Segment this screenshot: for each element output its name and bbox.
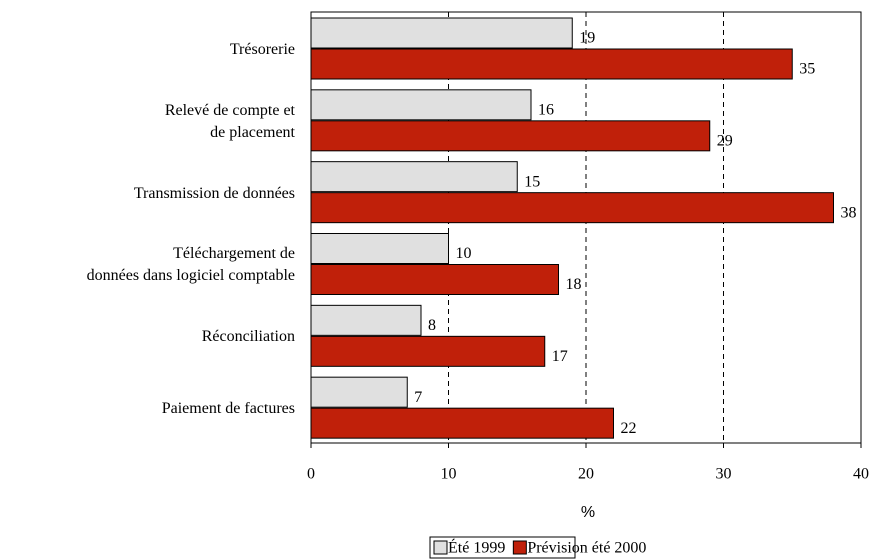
value-label: 38 [841, 204, 857, 221]
legend-swatch [433, 540, 448, 555]
bar [310, 407, 614, 439]
value-label: 29 [717, 133, 733, 150]
value-label: 35 [799, 61, 815, 78]
value-label: 17 [552, 348, 568, 365]
category-label: Trésorerie [229, 40, 295, 58]
bar [310, 233, 449, 264]
x-tick-label: 40 [853, 466, 869, 483]
x-tick-label: 20 [578, 466, 594, 483]
value-label: 15 [524, 173, 540, 190]
bar [310, 120, 711, 152]
legend-label: Prévision été 2000 [527, 540, 646, 557]
legend-swatch [512, 540, 527, 555]
value-label: 19 [579, 30, 595, 47]
bar [310, 376, 408, 408]
category-label: Paiement de factures [161, 400, 295, 418]
plot-frame [310, 11, 862, 444]
category-label: Relevé de compte et de placement [164, 101, 295, 141]
bar [310, 304, 422, 336]
bar [310, 192, 834, 224]
value-label: 10 [456, 245, 472, 262]
bar [310, 161, 518, 193]
category-label: Transmission de données [133, 184, 295, 202]
bar [310, 48, 793, 80]
value-label: 7 [414, 389, 422, 406]
category-label: Réconciliation [201, 328, 295, 346]
x-tick-label: 0 [307, 466, 315, 483]
value-label: 18 [566, 276, 582, 293]
category-label: Téléchargement de données dans logiciel … [86, 245, 295, 285]
bar [310, 264, 559, 295]
x-axis-label: % [581, 504, 595, 521]
x-tick-label: 10 [441, 466, 457, 483]
value-label: 16 [538, 102, 554, 119]
legend-frame [429, 536, 576, 559]
value-label: 22 [621, 420, 637, 437]
bar [310, 89, 532, 121]
bar [310, 335, 546, 367]
bar [310, 17, 573, 49]
legend-label: Été 1999 [448, 538, 505, 557]
value-label: 8 [428, 317, 436, 334]
x-tick-label: 30 [716, 466, 732, 483]
